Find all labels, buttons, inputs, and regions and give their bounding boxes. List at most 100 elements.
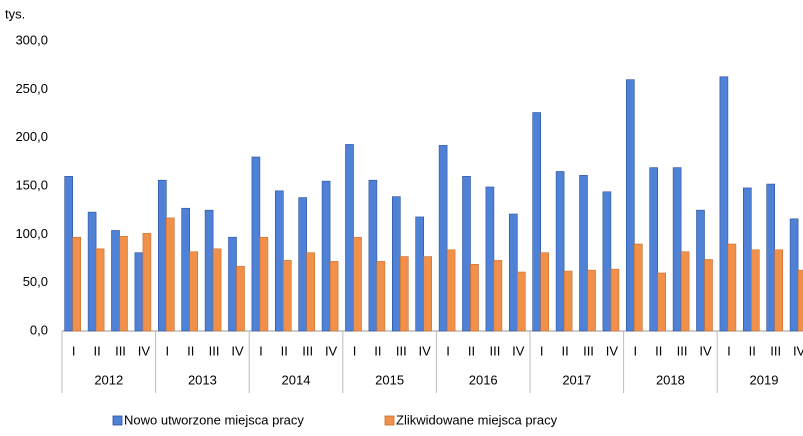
x-tick-label: II [468, 343, 475, 358]
bar [789, 218, 799, 332]
x-tick-label: I [727, 343, 731, 358]
bar [376, 261, 386, 332]
group-label: 2018 [656, 372, 685, 387]
x-tick-label: III [396, 343, 407, 358]
bar [306, 252, 316, 332]
bar [602, 191, 612, 332]
y-tick-label: 0,0 [30, 322, 48, 337]
x-tick-label: II [281, 343, 288, 358]
bar [259, 236, 269, 332]
bar [493, 260, 503, 332]
x-tick-label: I [446, 343, 450, 358]
bar [516, 271, 526, 332]
bar [610, 268, 620, 332]
legend-swatch [112, 415, 123, 426]
bar [111, 230, 120, 332]
bar [680, 251, 690, 332]
bar [696, 209, 705, 332]
bar [742, 187, 752, 332]
x-tick-label: II [93, 343, 100, 358]
bar [657, 272, 667, 332]
bar [189, 251, 198, 332]
x-tick-label: IV [138, 343, 151, 358]
bar [587, 269, 596, 332]
y-tick-label: 150,0 [15, 177, 48, 192]
bar [321, 180, 331, 332]
group-label: 2012 [94, 372, 123, 387]
bar [446, 249, 456, 332]
bar [119, 235, 128, 332]
bar [555, 171, 565, 332]
x-tick-label: IV [325, 343, 338, 358]
bar [508, 213, 518, 332]
x-tick-label: III [115, 343, 126, 358]
x-tick-label: IV [793, 343, 803, 358]
bar [95, 248, 105, 332]
legend-swatch [384, 415, 395, 426]
y-tick-label: 50,0 [23, 274, 48, 289]
x-tick-label: II [655, 343, 662, 358]
x-tick-label: III [302, 343, 313, 358]
bar [462, 176, 471, 332]
bar [64, 176, 73, 332]
x-tick-label: II [374, 343, 381, 358]
x-tick-label: IV [699, 343, 712, 358]
bar [236, 265, 245, 332]
bar [134, 252, 144, 332]
group-label: 2019 [750, 372, 779, 387]
bar [166, 217, 175, 332]
y-axis-label: tys. [5, 6, 25, 21]
bar [298, 197, 308, 332]
bar [797, 269, 803, 332]
bar [251, 156, 261, 332]
x-tick-label: I [165, 343, 169, 358]
bar [274, 190, 284, 332]
bar [72, 236, 81, 332]
bar [353, 236, 362, 332]
bar [181, 207, 190, 332]
bar [649, 167, 659, 332]
x-tick-label: II [749, 343, 756, 358]
x-tick-label: III [209, 343, 220, 358]
bar [470, 263, 479, 332]
group-label: 2014 [282, 372, 311, 387]
bar [485, 186, 495, 332]
y-tick-label: 300,0 [15, 32, 48, 47]
group-label: 2017 [562, 372, 591, 387]
bar [774, 249, 784, 332]
x-tick-label: IV [512, 343, 525, 358]
group-label: 2016 [469, 372, 498, 387]
bar [625, 79, 635, 332]
bar [727, 243, 737, 332]
bar [142, 233, 152, 332]
y-tick-label: 250,0 [15, 81, 48, 96]
bar [212, 248, 222, 332]
bar [158, 179, 167, 332]
x-tick-label: I [259, 343, 263, 358]
bar [563, 270, 573, 332]
bar [423, 256, 433, 332]
legend-label: Nowo utworzone miejsca pracy [124, 412, 304, 427]
bar [87, 211, 97, 332]
x-tick-label: III [677, 343, 688, 358]
x-tick-label: IV [606, 343, 619, 358]
bar [345, 144, 354, 332]
x-tick-label: II [187, 343, 194, 358]
bar [579, 175, 588, 332]
y-tick-label: 100,0 [15, 226, 48, 241]
bar [329, 261, 339, 332]
bar [704, 259, 713, 332]
legend-label: Zlikwidowane miejsca pracy [396, 412, 558, 427]
bar [766, 183, 776, 332]
bar [282, 260, 292, 332]
bar [415, 216, 425, 332]
bar [540, 252, 550, 332]
x-tick-label: I [633, 343, 637, 358]
group-label: 2013 [188, 372, 217, 387]
bar [204, 209, 214, 332]
x-tick-label: I [353, 343, 357, 358]
bar [391, 196, 401, 332]
bar [719, 76, 729, 332]
y-tick-label: 200,0 [15, 129, 48, 144]
